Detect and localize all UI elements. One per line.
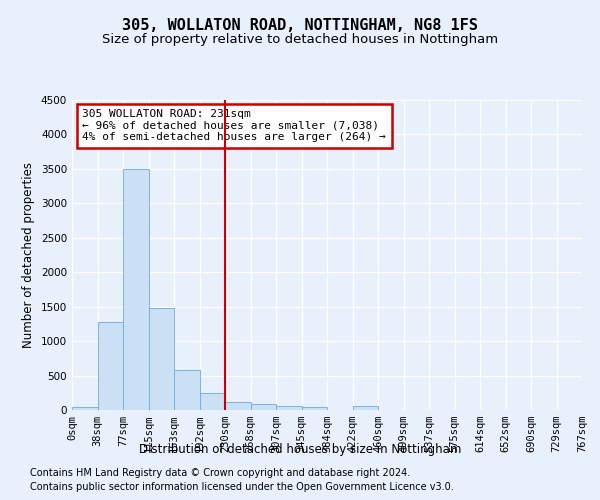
Text: Contains public sector information licensed under the Open Government Licence v3: Contains public sector information licen… [30, 482, 454, 492]
Y-axis label: Number of detached properties: Number of detached properties [22, 162, 35, 348]
Text: 305 WOLLATON ROAD: 231sqm
← 96% of detached houses are smaller (7,038)
4% of sem: 305 WOLLATON ROAD: 231sqm ← 96% of detac… [82, 110, 386, 142]
Bar [72, 407, 97, 410]
Bar [225, 402, 251, 410]
Bar [302, 407, 327, 410]
Text: 305, WOLLATON ROAD, NOTTINGHAM, NG8 1FS: 305, WOLLATON ROAD, NOTTINGHAM, NG8 1FS [122, 18, 478, 32]
Bar [149, 308, 174, 410]
Bar [97, 322, 123, 410]
Bar [251, 404, 276, 410]
Bar [353, 406, 378, 410]
Text: Contains HM Land Registry data © Crown copyright and database right 2024.: Contains HM Land Registry data © Crown c… [30, 468, 410, 477]
Bar [199, 394, 225, 410]
Bar [174, 370, 199, 410]
Text: Distribution of detached houses by size in Nottingham: Distribution of detached houses by size … [139, 442, 461, 456]
Text: Size of property relative to detached houses in Nottingham: Size of property relative to detached ho… [102, 32, 498, 46]
Bar [276, 406, 302, 410]
Bar [123, 169, 149, 410]
